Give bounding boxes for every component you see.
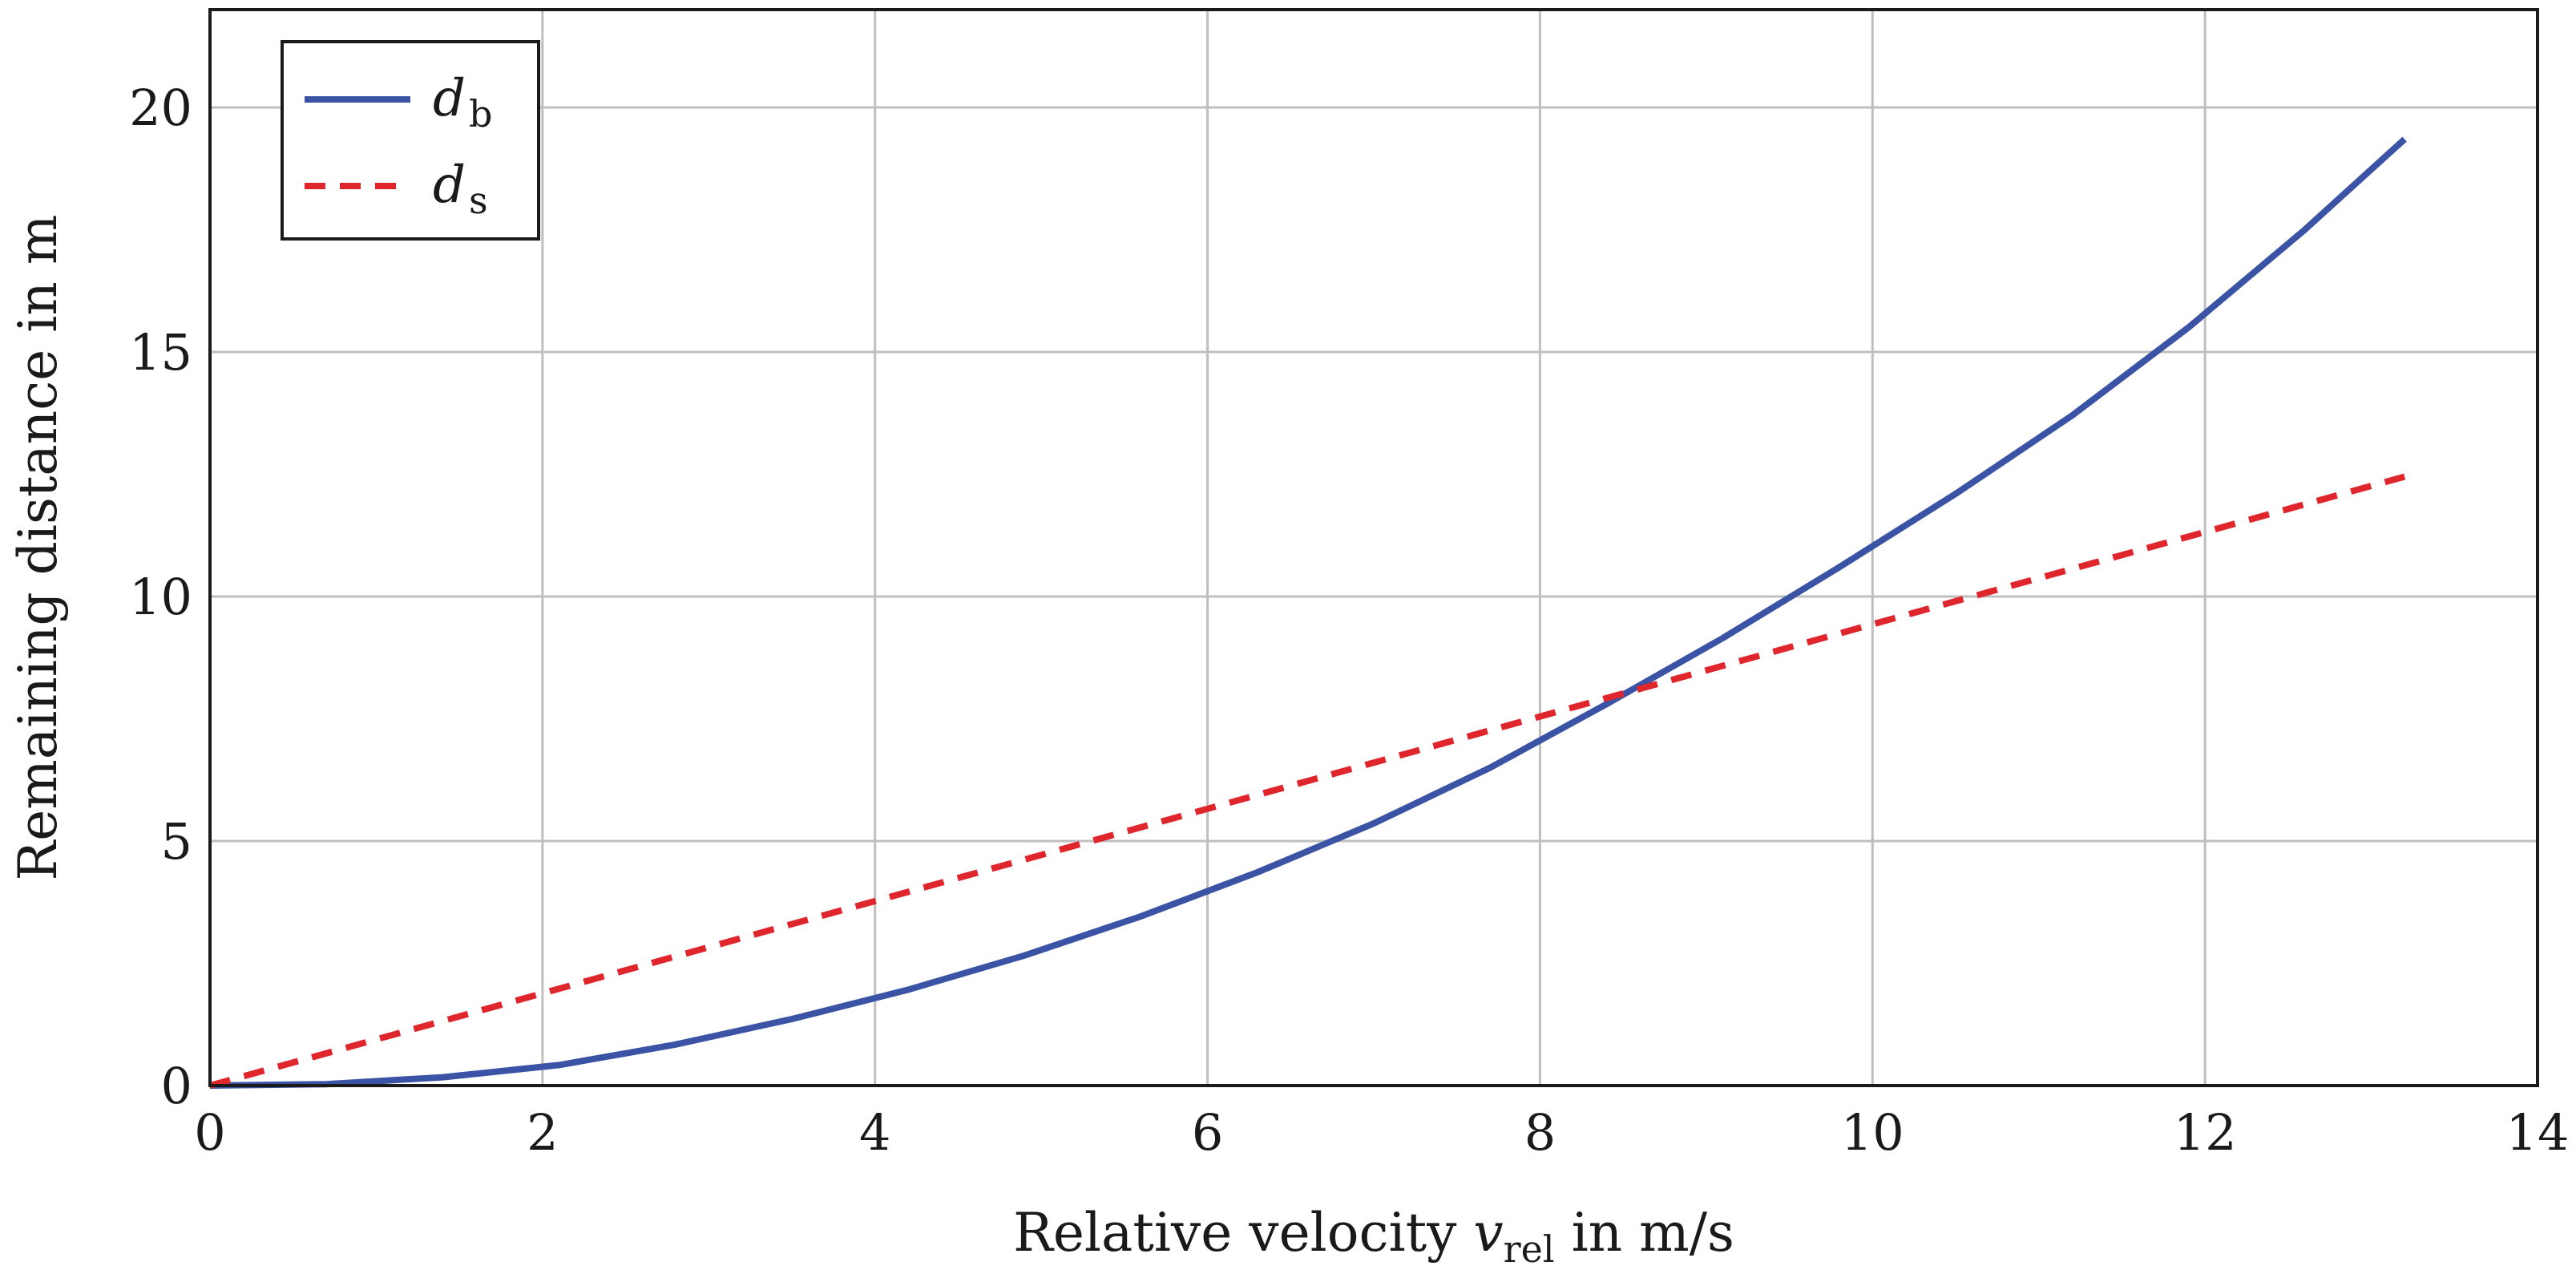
x-tick-label: 14 (2506, 1103, 2570, 1162)
x-tick-label: 4 (859, 1103, 890, 1162)
series-lines (208, 136, 2407, 1089)
y-tick-label: 0 (161, 1057, 192, 1115)
y-axis-title: Remaining distance in m (7, 215, 69, 881)
series-line-d-s (208, 473, 2406, 1089)
x-tick-label: 2 (527, 1103, 558, 1162)
grid-lines (208, 10, 2539, 1087)
x-axis-title-suffix: in m/s (1555, 1202, 1734, 1264)
x-axis-title: Relative velocity vrel in m/s (1013, 1202, 1734, 1271)
x-tick-label: 0 (194, 1103, 225, 1162)
x-tick-label: 10 (1841, 1103, 1904, 1162)
legend-label-d-s: ds (433, 156, 488, 222)
plot-frame (208, 8, 2539, 1087)
y-tick-label: 15 (129, 323, 192, 382)
y-tick-label: 10 (129, 568, 192, 626)
x-axis-title-sub: rel (1504, 1227, 1555, 1271)
y-tick-label: 5 (161, 812, 192, 871)
x-tick-label: 12 (2174, 1103, 2237, 1162)
legend-box (281, 40, 540, 241)
y-tick-labels: 0 5 10 15 20 (129, 79, 192, 1115)
x-tick-label: 8 (1524, 1103, 1556, 1162)
legend: db ds (281, 40, 540, 241)
x-tick-label: 6 (1192, 1103, 1223, 1162)
x-axis-title-var: v (1473, 1202, 1503, 1264)
x-tick-labels: 0 2 4 6 8 10 12 14 (194, 1103, 2569, 1162)
series-line-d-b (209, 136, 2407, 1089)
x-axis-title-prefix: Relative velocity (1013, 1202, 1473, 1264)
y-tick-label: 20 (129, 79, 192, 137)
legend-label-d-b: db (433, 69, 492, 135)
